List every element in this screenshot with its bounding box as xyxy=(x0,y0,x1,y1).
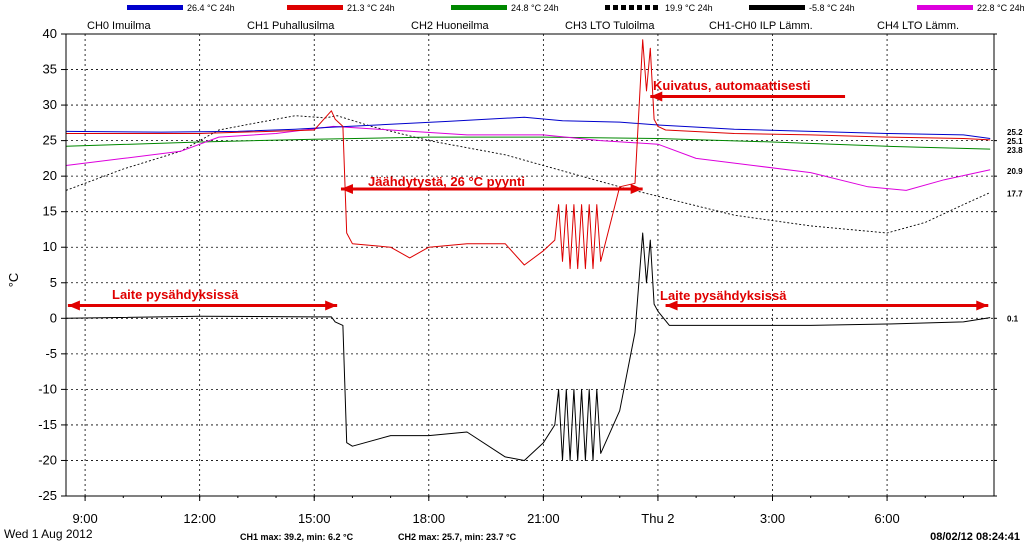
annotation-arrowhead xyxy=(650,91,663,102)
annotation-arrowhead xyxy=(976,300,989,311)
y-tick-label: -20 xyxy=(38,452,57,467)
x-axis: 9:00 12:00 15:00 18:00 21:00 Thu 2 3:00 6:00 xyxy=(72,496,964,526)
y-tick-label: -25 xyxy=(38,488,57,503)
legend-swatch-3 xyxy=(605,5,610,10)
stats-ch2: CH2 max: 25.7, min: 23.7 °C xyxy=(398,532,517,542)
legend-value-1: 21.3 °C 24h xyxy=(347,3,395,13)
series-line-5 xyxy=(65,125,991,191)
legend-name-3: CH3 LTO Tuloilma xyxy=(565,20,655,32)
legend-swatch-3 xyxy=(653,5,658,10)
legend-swatch-3 xyxy=(613,5,618,10)
legend-value-4: -5.8 °C 24h xyxy=(809,3,855,13)
legend-swatch-3 xyxy=(629,5,634,10)
y-tick-label: 35 xyxy=(43,62,57,77)
series-lines xyxy=(65,39,991,461)
legend-swatch-3 xyxy=(621,5,626,10)
end-label-3: 17.7 xyxy=(1007,190,1023,199)
date-label: Wed 1 Aug 2012 xyxy=(4,527,93,541)
end-label-1: 25.1 xyxy=(1007,137,1023,146)
annotation-text-2: Laite pysähdyksissä xyxy=(112,287,239,302)
annotation-arrowhead xyxy=(630,183,643,194)
y-tick-label: 25 xyxy=(43,133,57,148)
x-tick-label: 3:00 xyxy=(760,511,785,526)
end-labels: 25.225.123.8 17.7 0.1 20.9 xyxy=(1007,128,1023,323)
x-tick-label: Thu 2 xyxy=(641,511,674,526)
y-tick-label: -10 xyxy=(38,381,57,396)
annotation-arrowhead xyxy=(340,183,353,194)
timestamp: 08/02/12 08:24:41 xyxy=(930,531,1020,543)
legend-swatch-2 xyxy=(451,5,507,10)
y-tick-label: -5 xyxy=(45,346,57,361)
y-tick-label: 30 xyxy=(43,97,57,112)
legend-name-0: CH0 Imuilma xyxy=(87,20,151,32)
plot-frame xyxy=(65,33,995,497)
y-tick-label: 0 xyxy=(50,310,57,325)
x-tick-label: 21:00 xyxy=(527,511,560,526)
legend-name-1: CH1 Puhallusilma xyxy=(247,20,335,32)
end-label-0: 25.2 xyxy=(1007,128,1023,137)
annotation-arrowhead xyxy=(67,300,80,311)
x-tick-label: 12:00 xyxy=(183,511,216,526)
annotation-arrowhead xyxy=(325,300,338,311)
x-tick-label: 15:00 xyxy=(298,511,331,526)
annotation-arrowhead xyxy=(665,300,678,311)
legend-name-4: CH1-CH0 ILP Lämm. xyxy=(709,20,813,32)
annotations: Kuivatus, automaattisesti Jäähdytystä, 26… xyxy=(67,78,989,311)
series-line-4 xyxy=(65,232,991,461)
legend-name-2: CH2 Huoneilma xyxy=(411,20,490,32)
end-label-4: 0.1 xyxy=(1007,315,1019,324)
series-line-0 xyxy=(65,116,991,139)
y-tick-label: 10 xyxy=(43,239,57,254)
series-line-1 xyxy=(66,39,991,270)
y-tick-label: 5 xyxy=(50,275,57,290)
series-line-2 xyxy=(65,136,991,150)
legend-swatch-4 xyxy=(749,5,805,10)
legend-value-0: 26.4 °C 24h xyxy=(187,3,235,13)
legend-value-5: 22.8 °C 24h xyxy=(977,3,1024,13)
y-tick-label: 40 xyxy=(43,26,57,41)
x-tick-label: 9:00 xyxy=(72,511,97,526)
annotation-text-3: Laite pysähdyksissä xyxy=(660,288,787,303)
series-line-3 xyxy=(65,115,991,234)
end-label-5: 20.9 xyxy=(1007,167,1023,176)
legend-value-2: 24.8 °C 24h xyxy=(511,3,559,13)
end-label-2: 23.8 xyxy=(1007,146,1023,155)
legend: 26.4 °C 24h CH0 Imuilma 21.3 °C 24h CH1 Puh… xyxy=(87,3,1024,32)
grid xyxy=(66,34,994,496)
stats-ch1: CH1 max: 39.2, min: 6.2 °C xyxy=(240,532,354,542)
annotation-text-1: Jäähdytystä, 26 °C pyynti xyxy=(368,174,525,189)
x-tick-label: 6:00 xyxy=(874,511,899,526)
legend-swatch-0 xyxy=(127,5,183,10)
legend-swatch-3 xyxy=(645,5,650,10)
y-tick-label: 20 xyxy=(43,168,57,183)
y-tick-label: 15 xyxy=(43,204,57,219)
y-axis: -25 -20 -15 -10 -5 0 5 10 15 20 25 30 35 40 xyxy=(38,26,997,503)
y-axis-title: °C xyxy=(6,273,21,288)
legend-swatch-5 xyxy=(917,5,973,10)
x-tick-label: 18:00 xyxy=(413,511,446,526)
legend-swatch-1 xyxy=(287,5,343,10)
legend-name-5: CH4 LTO Lämm. xyxy=(877,20,959,32)
y-tick-label: -15 xyxy=(38,417,57,432)
legend-swatch-3 xyxy=(637,5,642,10)
legend-value-3: 19.9 °C 24h xyxy=(665,3,713,13)
annotation-text-0: Kuivatus, automaattisesti xyxy=(653,78,811,93)
